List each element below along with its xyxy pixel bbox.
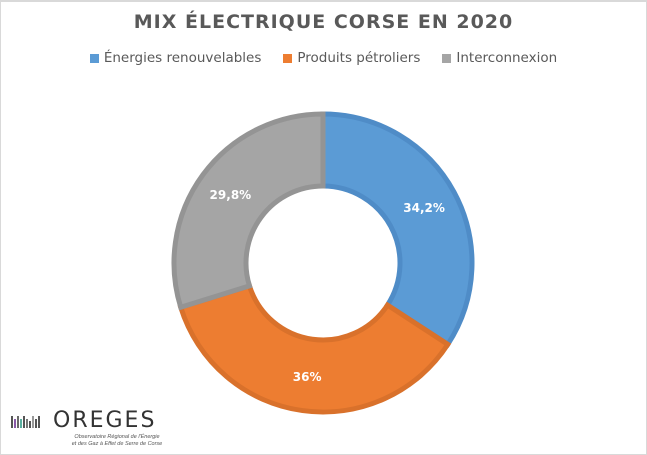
legend-label-renewables: Énergies renouvelables: [103, 50, 262, 66]
legend-item-renewables: Énergies renouvelables: [89, 50, 262, 66]
logo-bar: [29, 421, 31, 428]
slice-label-renewables: 34,2%: [403, 201, 445, 216]
logo-bar: [32, 416, 34, 428]
donut-slice-interconnection: [171, 111, 326, 311]
logo-subtitle-line1: Observatoire Régional de l'Énergie: [74, 434, 160, 440]
logo-bar: [11, 416, 13, 428]
donut-slices: [171, 111, 475, 415]
legend-swatch-renewables: [89, 53, 99, 63]
slice-label-interconnection: 29,8%: [209, 187, 252, 202]
chart-title: MIX ÉLECTRIQUE CORSE EN 2020: [133, 11, 514, 33]
legend: Énergies renouvelables Produits pétrolie…: [0, 50, 647, 66]
logo-bar: [20, 419, 22, 428]
logo-name: OREGES: [53, 408, 157, 433]
slice-label-petroleum: 36%: [292, 369, 322, 384]
logo-bar: [35, 419, 37, 428]
legend-item-interconnection: Interconnexion: [442, 50, 557, 66]
legend-swatch-interconnection: [442, 53, 452, 63]
legend-item-petroleum: Produits pétroliers: [283, 50, 420, 66]
legend-label-petroleum: Produits pétroliers: [297, 50, 421, 66]
legend-label-interconnection: Interconnexion: [456, 50, 558, 66]
legend-swatch-petroleum: [283, 53, 293, 63]
donut-slice-petroleum: [177, 282, 452, 415]
logo-bars-icon: [11, 414, 40, 428]
logo-bar: [26, 419, 28, 428]
logo-bar: [23, 416, 25, 428]
logo-bar: [17, 416, 19, 428]
logo-bar: [38, 416, 40, 428]
logo-bar: [14, 419, 16, 428]
donut-slice-renewables: [320, 111, 475, 348]
logo-subtitle-line2: et des Gaz à Effet de Serre de Corse: [71, 441, 163, 447]
logo-subtitle: Observatoire Régional de l'Énergie et de…: [62, 434, 172, 448]
